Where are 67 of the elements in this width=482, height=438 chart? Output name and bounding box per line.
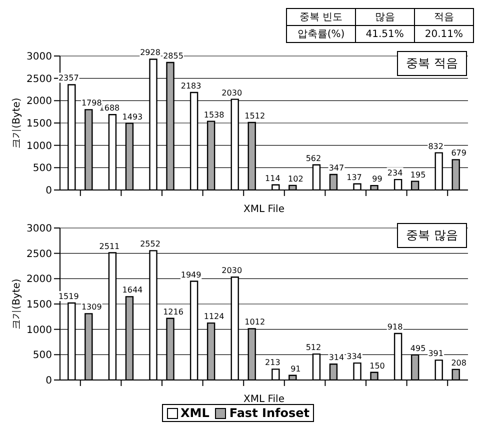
- y-tick-label: 500: [32, 350, 52, 362]
- legend-label: Fast Infoset: [228, 406, 310, 420]
- data-label: 334: [346, 352, 362, 362]
- data-label: 1216: [163, 307, 184, 316]
- data-label: 208: [451, 358, 466, 368]
- y-axis-title: 크기(Byte): [12, 278, 23, 330]
- y-tick-label: 500: [32, 163, 52, 174]
- y-axis-title: 크기(Byte): [12, 98, 23, 148]
- y-tick-label: 2000: [26, 96, 52, 108]
- data-label: 832: [428, 142, 444, 151]
- data-label: 2030: [222, 266, 242, 276]
- data-label: 1538: [204, 110, 224, 120]
- data-label: 2552: [140, 240, 160, 249]
- y-tick-label: 0: [46, 186, 52, 197]
- data-label: 918: [387, 322, 403, 332]
- y-tick-label: 0: [46, 376, 52, 387]
- x-axis-title: XML File: [244, 204, 284, 215]
- data-label: 102: [288, 174, 304, 184]
- data-label: 91: [290, 364, 301, 374]
- y-tick-label: 1000: [26, 324, 52, 336]
- data-label: 2357: [58, 74, 79, 83]
- data-label: 1644: [122, 286, 143, 295]
- data-label: 2511: [99, 242, 120, 251]
- data-label: 314: [328, 353, 344, 362]
- y-tick-label: 1500: [26, 118, 52, 130]
- data-label: 1512: [244, 111, 266, 120]
- data-label: 562: [306, 154, 322, 163]
- data-label: 1798: [81, 98, 102, 108]
- data-label: 99: [372, 174, 382, 184]
- text: 41.51%: [355, 26, 414, 42]
- text: 많음: [355, 8, 414, 26]
- y-tick-label: 2000: [26, 274, 52, 286]
- y-tick-label: 1000: [26, 140, 52, 152]
- data-label: 234: [387, 168, 403, 178]
- y-tick-label: 2500: [26, 248, 52, 260]
- data-label: 2855: [163, 51, 184, 60]
- data-label: 1124: [204, 312, 224, 322]
- data-label: 1309: [81, 302, 102, 312]
- data-label: 1493: [122, 112, 143, 122]
- data-label: 137: [346, 172, 362, 182]
- data-label: 114: [265, 174, 280, 183]
- legend-label: XML: [180, 406, 210, 420]
- data-label: 679: [451, 148, 466, 158]
- data-label: 2030: [222, 88, 242, 98]
- data-label: 512: [306, 343, 322, 352]
- y-tick-label: 3000: [26, 52, 52, 63]
- data-label: 1012: [244, 318, 266, 327]
- data-label: 391: [428, 349, 444, 358]
- data-label: 195: [410, 170, 426, 180]
- chart-title: 중복 많음: [397, 223, 467, 248]
- text: 중복 빈도: [286, 8, 356, 26]
- y-tick-label: 2500: [26, 74, 52, 85]
- y-tick-label: 3000: [26, 224, 52, 235]
- text: 적음: [414, 8, 474, 26]
- text: 20.11%: [414, 26, 474, 42]
- y-tick-label: 1500: [26, 300, 52, 311]
- data-label: 347: [328, 164, 344, 172]
- x-axis-title: XML File: [244, 394, 284, 405]
- data-label: 1519: [58, 292, 79, 302]
- data-label: 1949: [180, 270, 202, 280]
- data-label: 213: [265, 358, 280, 368]
- text: 압축률(%): [286, 26, 356, 42]
- chart-title: 중복 적음: [397, 51, 467, 76]
- data-label: 2928: [140, 48, 160, 58]
- data-label: 495: [410, 344, 426, 353]
- data-label: 150: [370, 361, 385, 370]
- data-label: 2183: [180, 81, 202, 90]
